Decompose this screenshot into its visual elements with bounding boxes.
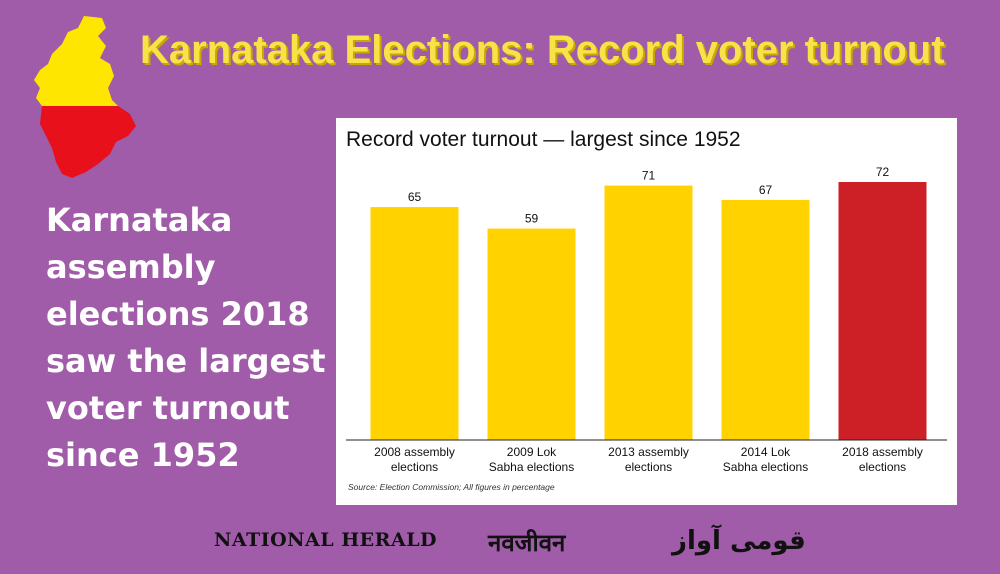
bar-4 <box>838 182 927 440</box>
chart-source: Source: Election Commission; All figures… <box>348 482 555 492</box>
data-label-3: 67 <box>759 183 773 197</box>
data-label-1: 59 <box>525 212 539 226</box>
category-label-2-1: elections <box>625 460 672 474</box>
headline: Karnataka Elections: Record voter turnou… <box>140 28 945 72</box>
karnataka-map-icon <box>34 16 136 178</box>
bar-2 <box>604 185 693 440</box>
chart-card: Record voter turnout — largest since 195… <box>336 118 957 505</box>
bar-0 <box>370 207 459 440</box>
bar-1 <box>487 228 576 440</box>
category-label-1-1: Sabha elections <box>489 460 574 474</box>
category-label-3-0: 2014 Lok <box>741 445 791 459</box>
side-text: Karnataka assembly elections 2018 saw th… <box>46 201 326 474</box>
data-label-2: 71 <box>642 169 656 183</box>
category-label-2-0: 2013 assembly <box>608 445 689 459</box>
data-label-4: 72 <box>876 165 890 179</box>
logo-strip: NATIONAL HERALD नवजीवन قومی آواز <box>0 520 1000 560</box>
category-label-3-1: Sabha elections <box>723 460 808 474</box>
navjivan-logo: नवजीवन <box>488 529 566 557</box>
map-upper-yellow <box>34 16 118 106</box>
category-label-4-1: elections <box>859 460 906 474</box>
category-label-0-1: elections <box>391 460 438 474</box>
category-label-4-0: 2018 assembly <box>842 445 923 459</box>
qaumi-awaz-logo: قومی آواز <box>672 526 806 556</box>
category-label-0-0: 2008 assembly <box>374 445 455 459</box>
national-herald-logo: NATIONAL HERALD <box>214 529 438 551</box>
data-label-0: 65 <box>408 190 422 204</box>
chart-title: Record voter turnout — largest since 195… <box>346 128 741 151</box>
map-lower-red <box>40 106 136 178</box>
bar-3 <box>721 199 810 440</box>
category-label-1-0: 2009 Lok <box>507 445 557 459</box>
